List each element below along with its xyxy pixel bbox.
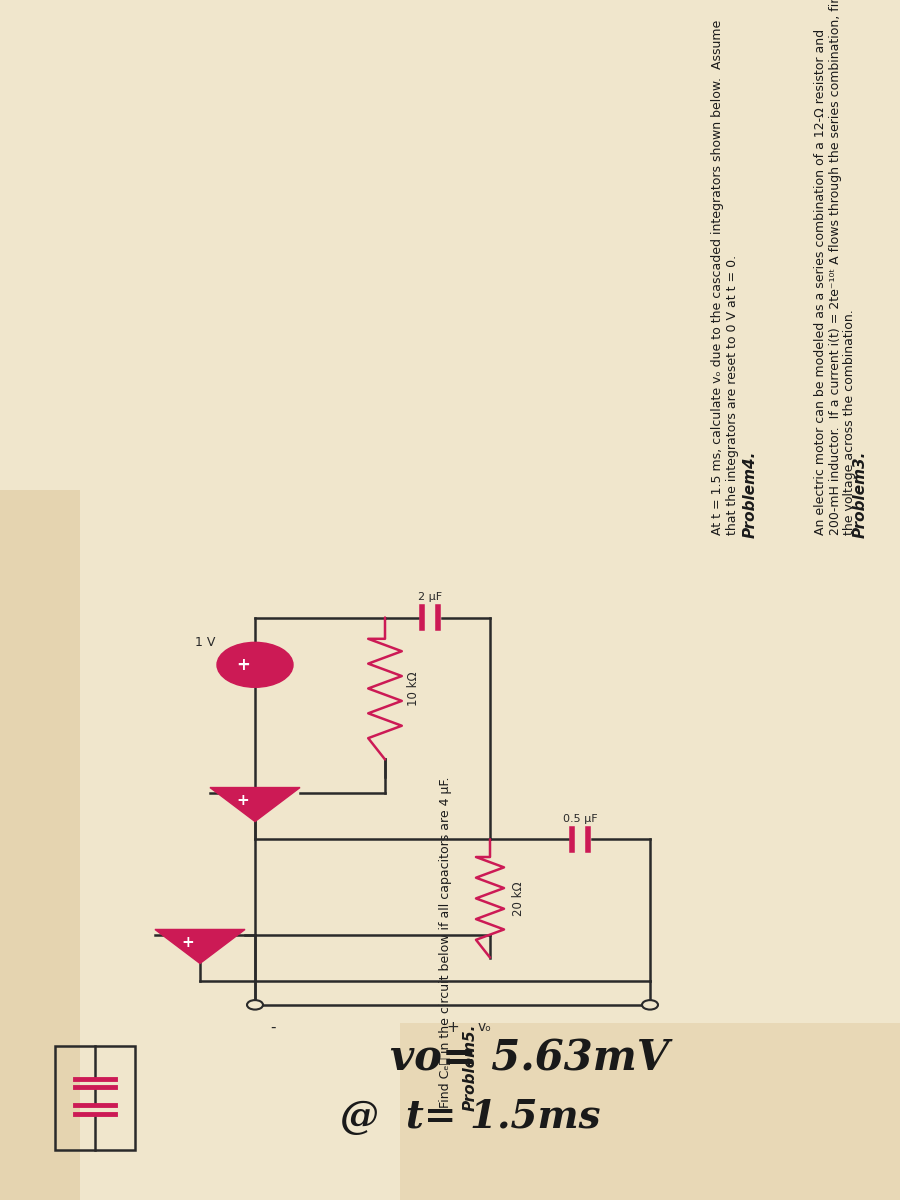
Circle shape	[642, 1000, 658, 1009]
Text: 2 μF: 2 μF	[418, 592, 442, 602]
Circle shape	[217, 642, 293, 688]
Bar	[55, 1046, 135, 1150]
Text: 10 kΩ: 10 kΩ	[407, 671, 420, 706]
Text: vo= 5.63mV: vo= 5.63mV	[390, 1037, 669, 1079]
Text: Problem5.: Problem5.	[463, 1024, 478, 1111]
Text: Problem4.: Problem4.	[742, 450, 758, 538]
Polygon shape	[155, 930, 245, 964]
Text: @  t= 1.5ms: @ t= 1.5ms	[340, 1098, 600, 1136]
Text: +: +	[237, 656, 250, 674]
Text: +: +	[236, 793, 249, 809]
Text: Problem3.: Problem3.	[852, 450, 868, 538]
Bar	[400, 1022, 900, 1200]
Text: At t = 1.5 ms, calculate vₒ due to the cascaded integrators shown below.  Assume: At t = 1.5 ms, calculate vₒ due to the c…	[711, 19, 739, 535]
Text: 1 V: 1 V	[194, 636, 215, 649]
Text: Find Cₑᨃ in the circuit below if all capacitors are 4 μF.: Find Cₑᨃ in the circuit below if all cap…	[438, 776, 452, 1109]
Text: 0.5 μF: 0.5 μF	[562, 814, 598, 823]
Text: -: -	[270, 1020, 275, 1034]
Polygon shape	[210, 787, 300, 822]
Text: An electric motor can be modeled as a series combination of a 12-Ω resistor and
: An electric motor can be modeled as a se…	[814, 0, 857, 535]
Text: +: +	[446, 1020, 459, 1034]
Circle shape	[247, 1000, 263, 1009]
Text: 20 kΩ: 20 kΩ	[512, 881, 525, 916]
Text: +: +	[181, 935, 194, 950]
Text: vₒ: vₒ	[478, 1020, 491, 1033]
Bar	[0, 491, 80, 1200]
